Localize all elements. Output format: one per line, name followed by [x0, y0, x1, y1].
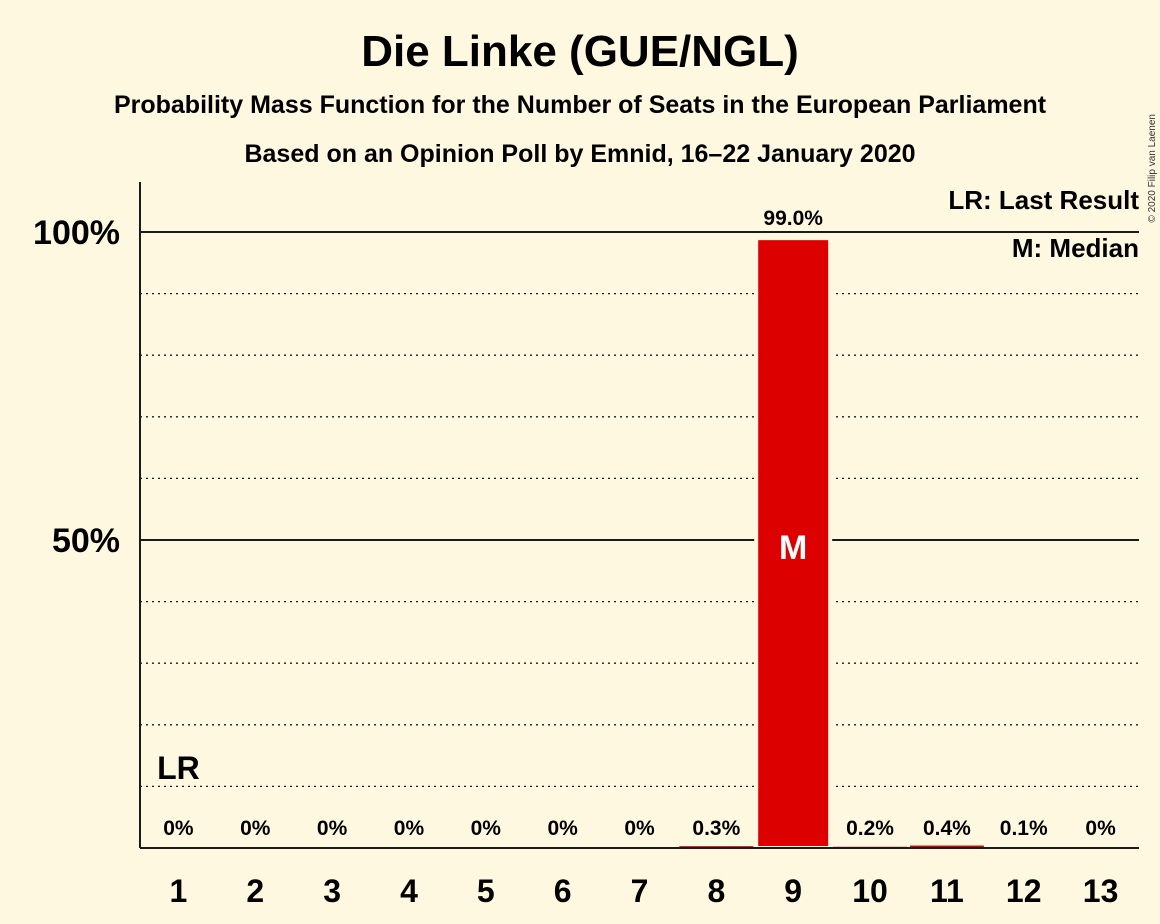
value-label: 0% — [471, 817, 502, 840]
legend-median: M: Median — [1012, 233, 1139, 263]
y-tick-label: 100% — [33, 214, 120, 252]
value-label: 0.2% — [846, 817, 894, 840]
value-label: 0% — [547, 817, 578, 840]
x-tick-label: 13 — [1083, 873, 1119, 909]
x-tick-label: 5 — [477, 873, 495, 909]
value-label: 0.4% — [923, 817, 971, 840]
bars — [679, 236, 1061, 851]
x-tick-label: 1 — [170, 873, 188, 909]
value-label: 0% — [317, 817, 348, 840]
x-tick-label: 6 — [554, 873, 572, 909]
x-tick-label: 11 — [930, 873, 964, 909]
last-result-marker: LR — [157, 750, 200, 786]
x-tick-label: 10 — [852, 873, 888, 909]
value-label: 99.0% — [763, 207, 823, 230]
x-tick-label: 3 — [323, 873, 341, 909]
value-label: 0% — [163, 817, 194, 840]
labels: 0% LR 0% 0% 0% 0% 0% 0% 0.3% 99.0% M 0.2% 0.4% 0.1% 0% — [157, 207, 1116, 840]
value-label: 0% — [1085, 817, 1116, 840]
x-tick-label: 4 — [400, 873, 418, 909]
legend-last-result: LR: Last Result — [948, 185, 1139, 215]
axes: 50%100%1 2 3 4 5 6 7 8 9 10 11 12 13 — [33, 182, 1139, 909]
y-tick-label: 50% — [52, 522, 120, 560]
x-tick-label: 9 — [784, 873, 802, 909]
x-tick-label: 12 — [1006, 873, 1042, 909]
chart-subtitle: Probability Mass Function for the Number… — [114, 91, 1047, 119]
x-tick-label: 7 — [631, 873, 649, 909]
grid — [140, 231, 1139, 788]
value-label: 0.3% — [692, 817, 740, 840]
median-marker: M — [779, 529, 807, 567]
chart-subtitle-poll: Based on an Opinion Poll by Emnid, 16–22… — [244, 140, 915, 168]
value-label: 0% — [624, 817, 655, 840]
chart-title: Die Linke (GUE/NGL) — [361, 27, 799, 76]
x-tick-label: 8 — [707, 873, 725, 909]
value-label: 0% — [240, 817, 271, 840]
x-tick-label: 2 — [246, 873, 264, 909]
bar — [909, 845, 984, 848]
copyright-text: © 2020 Filip van Laenen — [1147, 114, 1158, 223]
bar — [754, 236, 833, 851]
value-label: 0.1% — [1000, 817, 1048, 840]
value-label: 0% — [394, 817, 425, 840]
